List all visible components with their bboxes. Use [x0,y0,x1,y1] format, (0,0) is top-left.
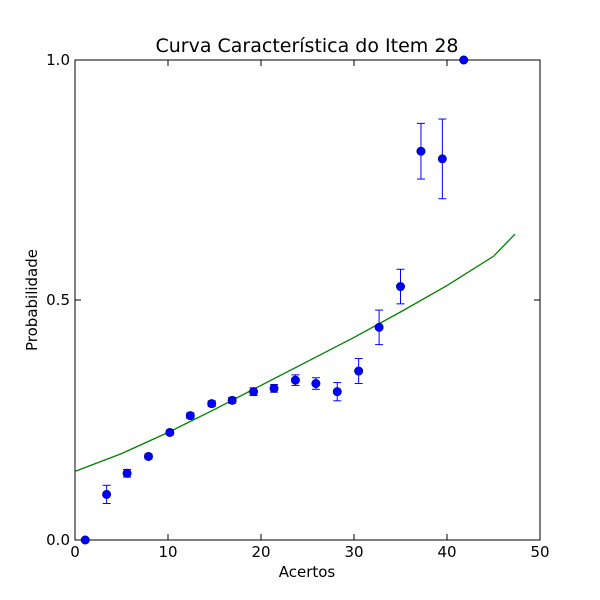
data-point [80,535,90,545]
data-point [207,399,217,409]
data-point [332,387,342,397]
fitted-curve-layer [74,233,516,473]
y-axis-label: Probabilidade [23,249,41,351]
data-point [165,427,175,437]
data-point [102,489,112,499]
x-tick-label: 10 [158,543,177,561]
data-point [185,411,195,421]
plot-area [74,59,541,541]
y-tick-label: 0.0 [46,531,70,549]
data-point [249,387,259,397]
data-point [311,379,321,389]
fitted-curve-line [74,233,516,473]
data-point [354,366,364,376]
data-point [143,451,153,461]
x-tick-label: 50 [530,543,549,561]
data-point [122,468,132,478]
data-point [459,55,469,65]
x-tick-label: 40 [437,543,456,561]
x-tick-label: 0 [70,543,80,561]
x-tick-label: 30 [344,543,363,561]
x-axis-label: Acertos [279,563,336,581]
error-bars [102,118,447,505]
data-point [374,322,384,332]
data-point [395,282,405,292]
chart-title: Curva Característica do Item 28 [155,35,458,57]
y-tick-label: 1.0 [46,51,70,69]
x-tick-label: 20 [251,543,270,561]
data-point [416,146,426,156]
data-point [227,395,237,405]
axis-ticks: 0 10 20 30 40 50 0.0 0.5 1.0 [46,51,549,561]
y-tick-label: 0.5 [46,291,70,309]
data-points [80,55,469,545]
data-point [290,375,300,385]
data-point [269,383,279,393]
data-point [437,154,447,164]
